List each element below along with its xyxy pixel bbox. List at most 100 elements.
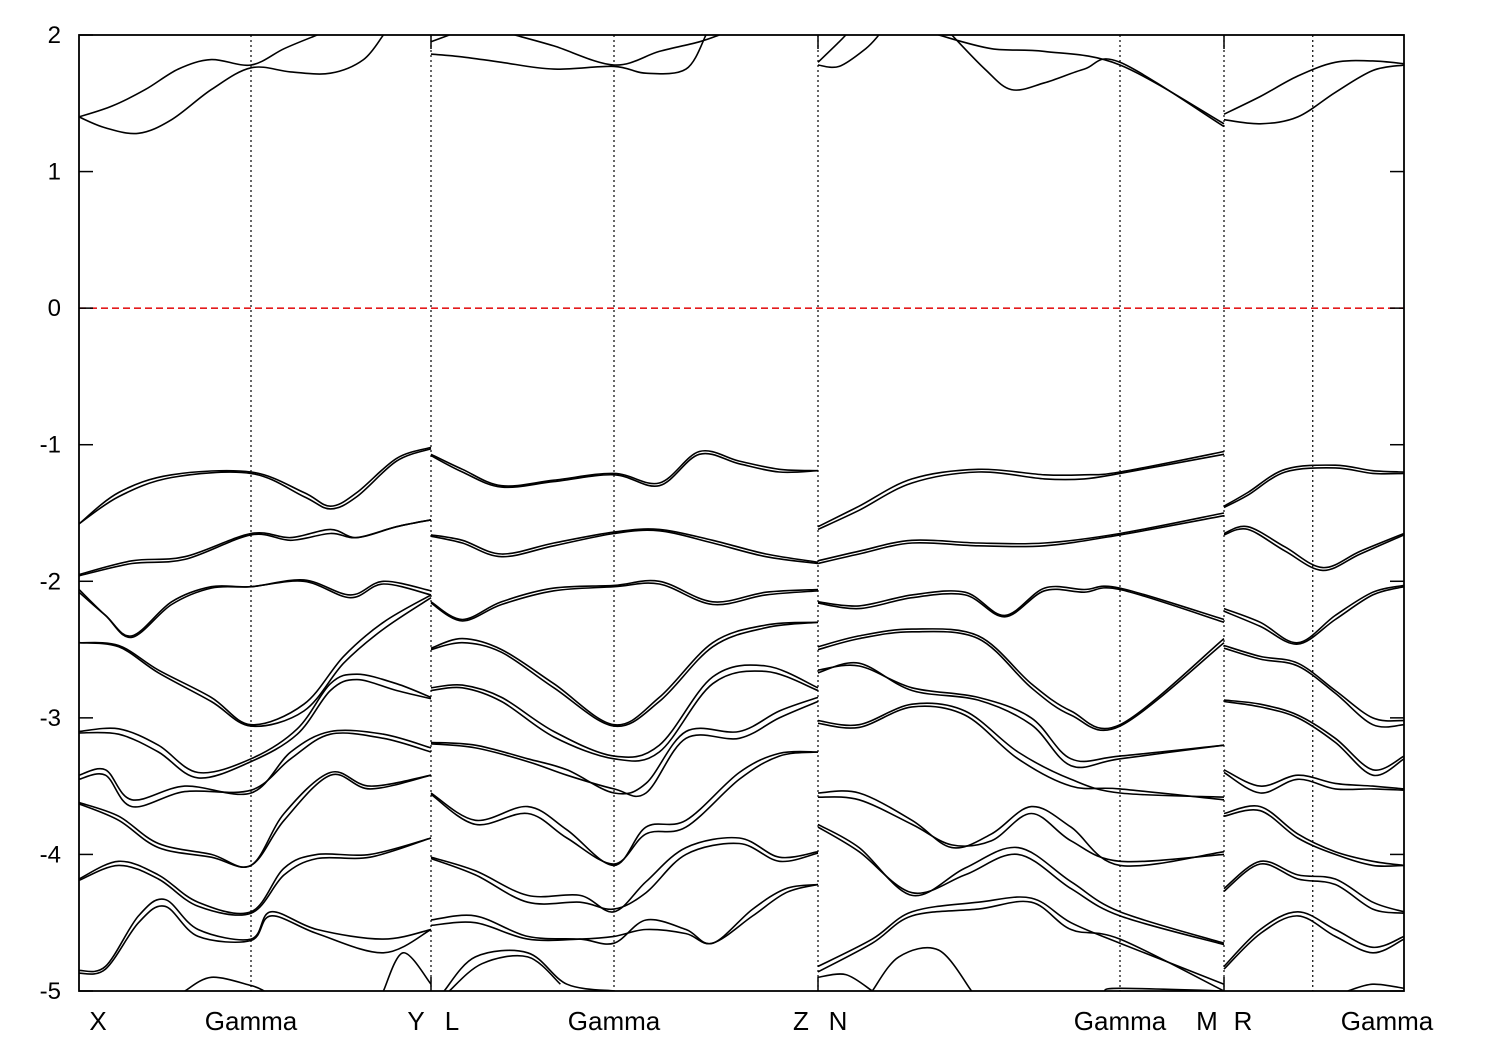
- band-line-31: [430, 449, 819, 487]
- band-line-73: [1223, 467, 1404, 509]
- frame-layer: [78, 34, 1405, 992]
- band-line-32: [430, 452, 819, 489]
- kpoint-label: Gamma: [568, 1006, 661, 1036]
- band-line-60: [817, 661, 1225, 769]
- band-line-33: [430, 528, 819, 563]
- band-line-8: [951, 35, 1225, 128]
- band-line-27: [79, 898, 432, 973]
- band-line-53: [817, 512, 1225, 562]
- band-line-16: [79, 580, 432, 639]
- band-line-86: [1223, 860, 1404, 913]
- band-line-62: [817, 705, 1225, 801]
- band-line-17: [79, 594, 432, 726]
- band-line-18: [79, 597, 432, 728]
- band-line-28: [79, 905, 432, 975]
- band-line-38: [430, 621, 819, 728]
- band-line-26: [79, 837, 432, 916]
- band-line-88: [1223, 910, 1404, 967]
- band-line-3: [430, 35, 450, 43]
- kpoint-label: Gamma: [205, 1006, 298, 1036]
- band-line-85: [1223, 809, 1404, 867]
- band-line-69: [817, 973, 873, 991]
- band-line-70: [871, 946, 973, 991]
- band-line-30: [382, 952, 432, 991]
- band-line-49: [443, 949, 615, 991]
- band-line-1: [79, 35, 385, 135]
- band-line-11: [79, 446, 432, 525]
- band-line-36: [430, 582, 819, 622]
- plot-frame: [78, 34, 1405, 992]
- kpoint-label: L: [445, 1006, 459, 1036]
- kpoint-label: Z: [793, 1006, 809, 1036]
- kpoint-label: N: [829, 1006, 848, 1036]
- y-tick-label: 1: [48, 159, 61, 186]
- band-line-84: [1223, 805, 1404, 867]
- band-line-48: [430, 883, 819, 945]
- band-line-61: [817, 702, 1225, 798]
- band-line-43: [430, 750, 819, 867]
- band-line-22: [79, 732, 432, 808]
- band-line-9: [1223, 59, 1404, 115]
- band-line-39: [430, 664, 819, 759]
- kpoint-label: M: [1196, 1006, 1218, 1036]
- band-line-82: [1223, 769, 1404, 790]
- band-line-34: [430, 529, 819, 565]
- band-line-7: [938, 35, 1225, 125]
- band-line-5: [817, 35, 847, 63]
- y-tick-label: 0: [48, 295, 61, 322]
- band-line-47: [430, 883, 819, 945]
- band-line-72: [1223, 464, 1404, 507]
- band-line-41: [430, 696, 819, 795]
- kpoint-label: X: [89, 1006, 106, 1036]
- band-line-45: [430, 836, 819, 913]
- band-line-14: [79, 519, 432, 577]
- band-line-81: [1223, 700, 1404, 777]
- y-tick-label: 2: [48, 22, 61, 49]
- band-line-54: [817, 514, 1225, 565]
- y-tick-label: -3: [40, 705, 61, 732]
- dividers-layer: [250, 35, 1314, 991]
- band-line-64: [817, 796, 1225, 863]
- band-line-55: [817, 585, 1225, 621]
- band-line-78: [1223, 644, 1404, 722]
- kpoint-label: Gamma: [1074, 1006, 1167, 1036]
- kpoint-label: Y: [407, 1006, 424, 1036]
- band-line-79: [1223, 647, 1404, 728]
- band-line-90: [1347, 983, 1404, 991]
- band-line-46: [430, 842, 819, 911]
- band-line-21: [79, 729, 432, 801]
- band-line-15: [79, 578, 432, 637]
- y-tick-label: -4: [40, 841, 61, 868]
- band-line-37: [430, 621, 819, 726]
- band-line-52: [817, 453, 1225, 531]
- band-line-6: [817, 35, 880, 69]
- band-line-13: [79, 519, 432, 576]
- y-tick-label: -2: [40, 568, 61, 595]
- band-line-42: [430, 700, 819, 798]
- y-tick-label: -1: [40, 432, 61, 459]
- band-line-83: [1223, 771, 1404, 794]
- band-line-40: [430, 670, 819, 762]
- band-line-74: [1223, 525, 1404, 569]
- band-line-59: [817, 664, 1225, 763]
- band-line-10: [1223, 64, 1404, 125]
- band-line-12: [79, 448, 432, 525]
- band-line-29: [184, 976, 265, 991]
- band-line-65: [817, 823, 1225, 944]
- band-line-77: [1223, 585, 1404, 645]
- band-line-50: [448, 954, 561, 991]
- band-line-4: [514, 35, 720, 66]
- kpoint-label: R: [1234, 1006, 1253, 1036]
- bands-layer: [79, 35, 1404, 991]
- band-line-57: [817, 628, 1225, 730]
- band-line-67: [817, 896, 1225, 985]
- band-line-66: [817, 826, 1225, 946]
- band-line-0: [79, 35, 318, 118]
- kpoint-label: Gamma: [1341, 1006, 1434, 1036]
- y-tick-label: -5: [40, 978, 61, 1005]
- band-line-89: [1223, 915, 1404, 970]
- band-line-44: [430, 751, 819, 865]
- band-line-75: [1223, 528, 1404, 572]
